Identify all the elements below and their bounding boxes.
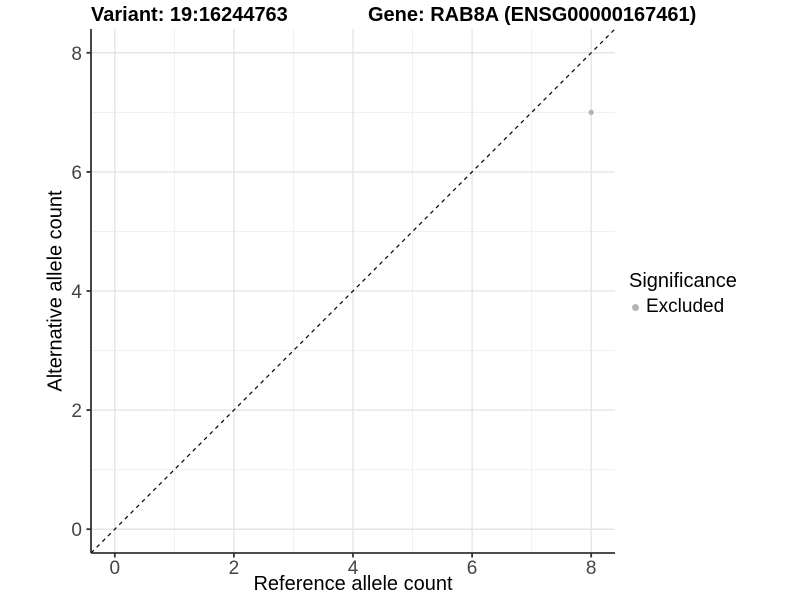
identity-line bbox=[90, 28, 616, 554]
y-tick-label: 6 bbox=[71, 163, 82, 184]
y-tick-label: 8 bbox=[71, 44, 82, 65]
y-axis-title: Alternative allele count bbox=[44, 190, 67, 392]
x-axis-title: Reference allele count bbox=[253, 573, 453, 595]
legend-item-label: Excluded bbox=[646, 296, 725, 317]
y-tick-label: 4 bbox=[71, 282, 82, 303]
legend: Significance Excluded bbox=[629, 270, 737, 318]
data-point bbox=[588, 109, 594, 116]
legend-item: Excluded bbox=[629, 296, 737, 318]
legend-key-dot bbox=[632, 303, 639, 311]
gene-title: Gene: RAB8A (ENSG00000167461) bbox=[368, 4, 697, 26]
x-tick-label: 6 bbox=[467, 558, 478, 579]
x-tick-label: 2 bbox=[229, 558, 240, 579]
legend-items: Excluded bbox=[629, 296, 737, 318]
x-tick-label: 4 bbox=[348, 558, 359, 579]
x-tick-label: 8 bbox=[586, 558, 597, 579]
y-tick-label: 0 bbox=[71, 520, 82, 541]
x-tick-label: 0 bbox=[110, 558, 121, 579]
legend-title: Significance bbox=[629, 270, 737, 292]
y-tick-label: 2 bbox=[71, 401, 82, 422]
variant-title: Variant: 19:16244763 bbox=[91, 4, 288, 26]
